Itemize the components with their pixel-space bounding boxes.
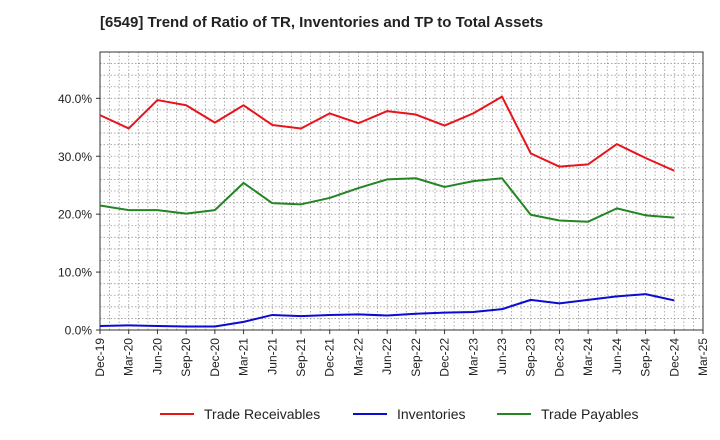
x-tick-label: Jun-20 <box>150 338 164 375</box>
y-tick-label: 30.0% <box>58 150 92 164</box>
series-lines <box>99 95 675 328</box>
x-tick-labels: Dec-19 Mar-20 Jun-20 Sep-20 Dec-20 Mar-21 Jun-… <box>93 338 710 377</box>
chart-title: [6549] Trend of Ratio of TR, Inventories… <box>100 14 544 31</box>
x-tick-label: Dec-21 <box>323 338 337 377</box>
x-tick-label: Dec-22 <box>438 338 452 377</box>
legend: Trade Receivables Inventories Trade Payabl… <box>160 406 639 422</box>
x-tick-label: Mar-21 <box>237 338 251 376</box>
y-tick-label: 0.0% <box>65 324 93 338</box>
x-tick-label: Mar-23 <box>466 338 480 376</box>
x-tick-label: Dec-23 <box>552 338 566 377</box>
x-tick-label: Jun-23 <box>495 338 509 375</box>
x-tick-label: Mar-20 <box>122 338 136 376</box>
legend-label: Trade Receivables <box>204 406 320 422</box>
x-tick-label: Jun-22 <box>380 338 394 375</box>
x-tick-label: Jun-21 <box>265 338 279 375</box>
y-tick-label: 10.0% <box>58 266 92 280</box>
grid-lines <box>100 52 703 330</box>
x-tick-label: Mar-24 <box>581 338 595 376</box>
x-tick-label: Mar-22 <box>351 338 365 376</box>
x-tick-label: Jun-24 <box>610 338 624 375</box>
x-tick-label: Sep-22 <box>409 338 423 377</box>
x-tick-label: Sep-24 <box>639 338 653 377</box>
x-tick-label: Sep-20 <box>179 338 193 377</box>
x-tick-label: Dec-19 <box>93 338 107 377</box>
series-line <box>99 95 675 172</box>
series-line <box>99 177 675 223</box>
x-tick-label: Mar-25 <box>696 338 710 376</box>
y-tick-label: 40.0% <box>58 92 92 106</box>
x-tick-label: Sep-23 <box>524 338 538 377</box>
x-tick-label: Dec-24 <box>667 338 681 377</box>
y-tick-labels: 0.0% 10.0% 20.0% 30.0% 40.0% <box>58 92 92 338</box>
x-tick-label: Sep-21 <box>294 338 308 377</box>
axes <box>96 51 704 334</box>
x-tick-label: Dec-20 <box>208 338 222 377</box>
legend-label: Trade Payables <box>541 406 639 422</box>
y-tick-label: 20.0% <box>58 208 92 222</box>
series-line <box>99 293 675 328</box>
plot-frame <box>99 51 704 331</box>
legend-label: Inventories <box>397 406 465 422</box>
